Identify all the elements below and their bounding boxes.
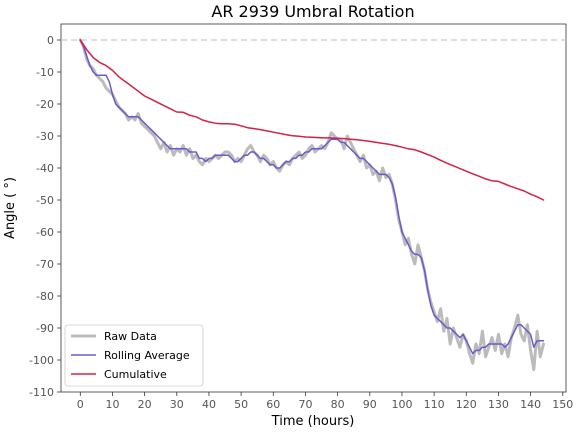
x-tick-label: 120	[456, 398, 477, 411]
series-line-rolling-average	[79, 39, 545, 355]
x-tick-label: 40	[202, 398, 216, 411]
y-tick-label: 0	[47, 34, 54, 47]
legend-label: Cumulative	[104, 368, 167, 381]
y-tick-label: -10	[36, 66, 54, 79]
legend-label: Rolling Average	[104, 349, 190, 362]
y-tick-label: -40	[36, 162, 54, 175]
x-tick-label: 0	[77, 398, 84, 411]
x-tick-label: 110	[424, 398, 445, 411]
y-tick-label: -60	[36, 226, 54, 239]
x-tick-label: 20	[138, 398, 152, 411]
x-tick-label: 10	[105, 398, 119, 411]
x-tick-label: 70	[298, 398, 312, 411]
x-tick-label: 30	[170, 398, 184, 411]
y-tick-label: -90	[36, 322, 54, 335]
x-axis-ticks: 0 10 20 30 40 50 60 70 80 90 100 110 120 130 140 150	[77, 392, 573, 411]
y-axis-ticks: 0 -10 -20 -30 -40 -50 -60 -70 -80 -90 -100 -110	[29, 34, 61, 399]
y-axis-title: Angle ( °)	[3, 177, 18, 239]
chart-title: AR 2939 Umbral Rotation	[211, 2, 414, 21]
x-tick-label: 60	[266, 398, 280, 411]
y-tick-label: -80	[36, 290, 54, 303]
x-tick-label: 80	[331, 398, 345, 411]
y-tick-label: -70	[36, 258, 54, 271]
series-line-cumulative	[79, 39, 545, 201]
x-tick-label: 140	[520, 398, 541, 411]
x-tick-label: 50	[234, 398, 248, 411]
y-tick-label: -20	[36, 98, 54, 111]
y-tick-label: -30	[36, 130, 54, 143]
legend-box	[64, 324, 204, 387]
y-tick-label: -110	[29, 386, 54, 399]
x-tick-label: 100	[391, 398, 412, 411]
legend: Raw Data Rolling Average Cumulative	[64, 324, 204, 387]
x-tick-label: 130	[488, 398, 509, 411]
series-layer	[78, 38, 545, 372]
x-tick-label: 150	[552, 398, 573, 411]
legend-label: Raw Data	[104, 330, 157, 343]
x-axis-title: Time (hours)	[271, 414, 355, 429]
x-tick-label: 90	[363, 398, 377, 411]
y-tick-label: -50	[36, 194, 54, 207]
y-tick-label: -100	[29, 354, 54, 367]
